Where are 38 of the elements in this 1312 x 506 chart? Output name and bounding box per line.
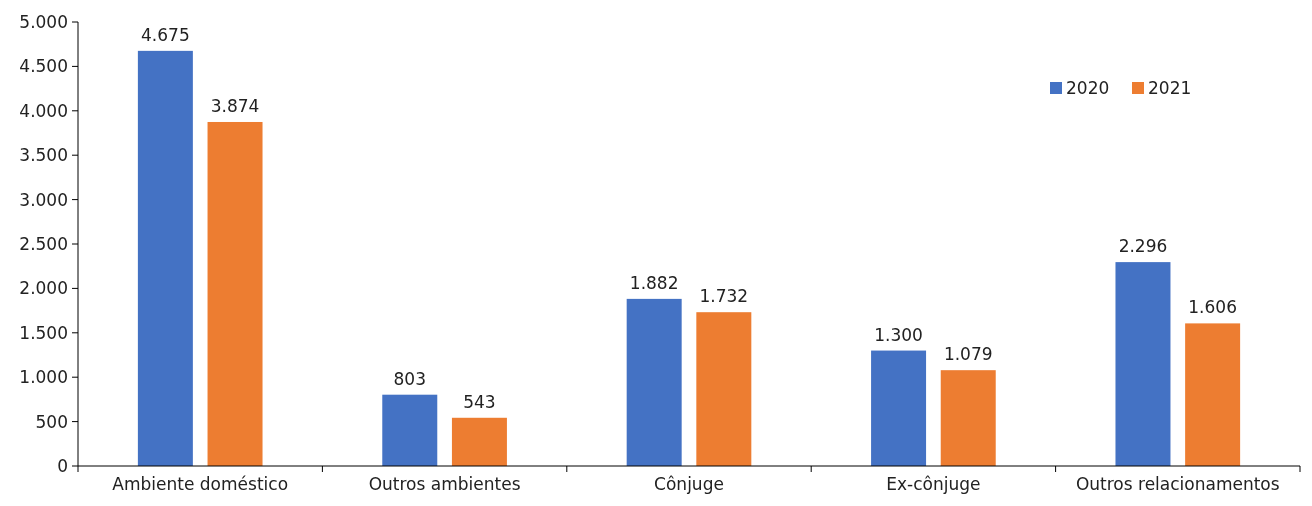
legend-label: 2020 [1066,77,1110,98]
y-tick-label: 1.000 [19,367,68,388]
x-tick-label: Outros ambientes [368,474,521,494]
y-tick-label: 3.500 [19,145,68,166]
y-tick-label: 0 [57,455,68,476]
data-label: 2.296 [1118,236,1168,257]
y-tick-label: 4.000 [19,100,68,121]
data-label: 543 [463,391,496,412]
y-tick-label: 1.500 [19,322,68,343]
legend-label: 2021 [1148,77,1192,98]
bar [207,121,263,466]
bar [871,350,927,466]
x-tick-label: Ex-cônjuge [886,474,981,494]
y-tick-label: 2.000 [19,278,68,299]
bar [626,298,682,466]
bar [382,394,438,466]
data-label: 3.874 [210,95,260,116]
x-tick-label: Ambiente doméstico [112,474,289,494]
x-tick-label: Outros relacionamentos [1075,474,1280,494]
bar [696,312,752,466]
y-tick-label: 4.500 [19,56,68,77]
y-tick-label: 2.500 [19,233,68,254]
data-label: 1.882 [629,272,679,293]
data-label: 1.079 [943,344,993,365]
data-label: 803 [393,368,426,389]
y-tick-label: 5.000 [19,11,68,32]
y-tick-label: 3.000 [19,189,68,210]
bar [1185,323,1241,466]
data-label: 4.675 [141,24,190,45]
data-label: 1.732 [699,286,749,307]
bar [940,370,996,466]
data-label: 1.606 [1188,297,1237,318]
data-label: 1.300 [874,324,923,345]
bar [137,50,193,466]
y-tick-label: 500 [35,411,68,432]
bar [451,417,507,466]
bar [1115,262,1171,466]
x-tick-label: Cônjuge [654,474,724,494]
